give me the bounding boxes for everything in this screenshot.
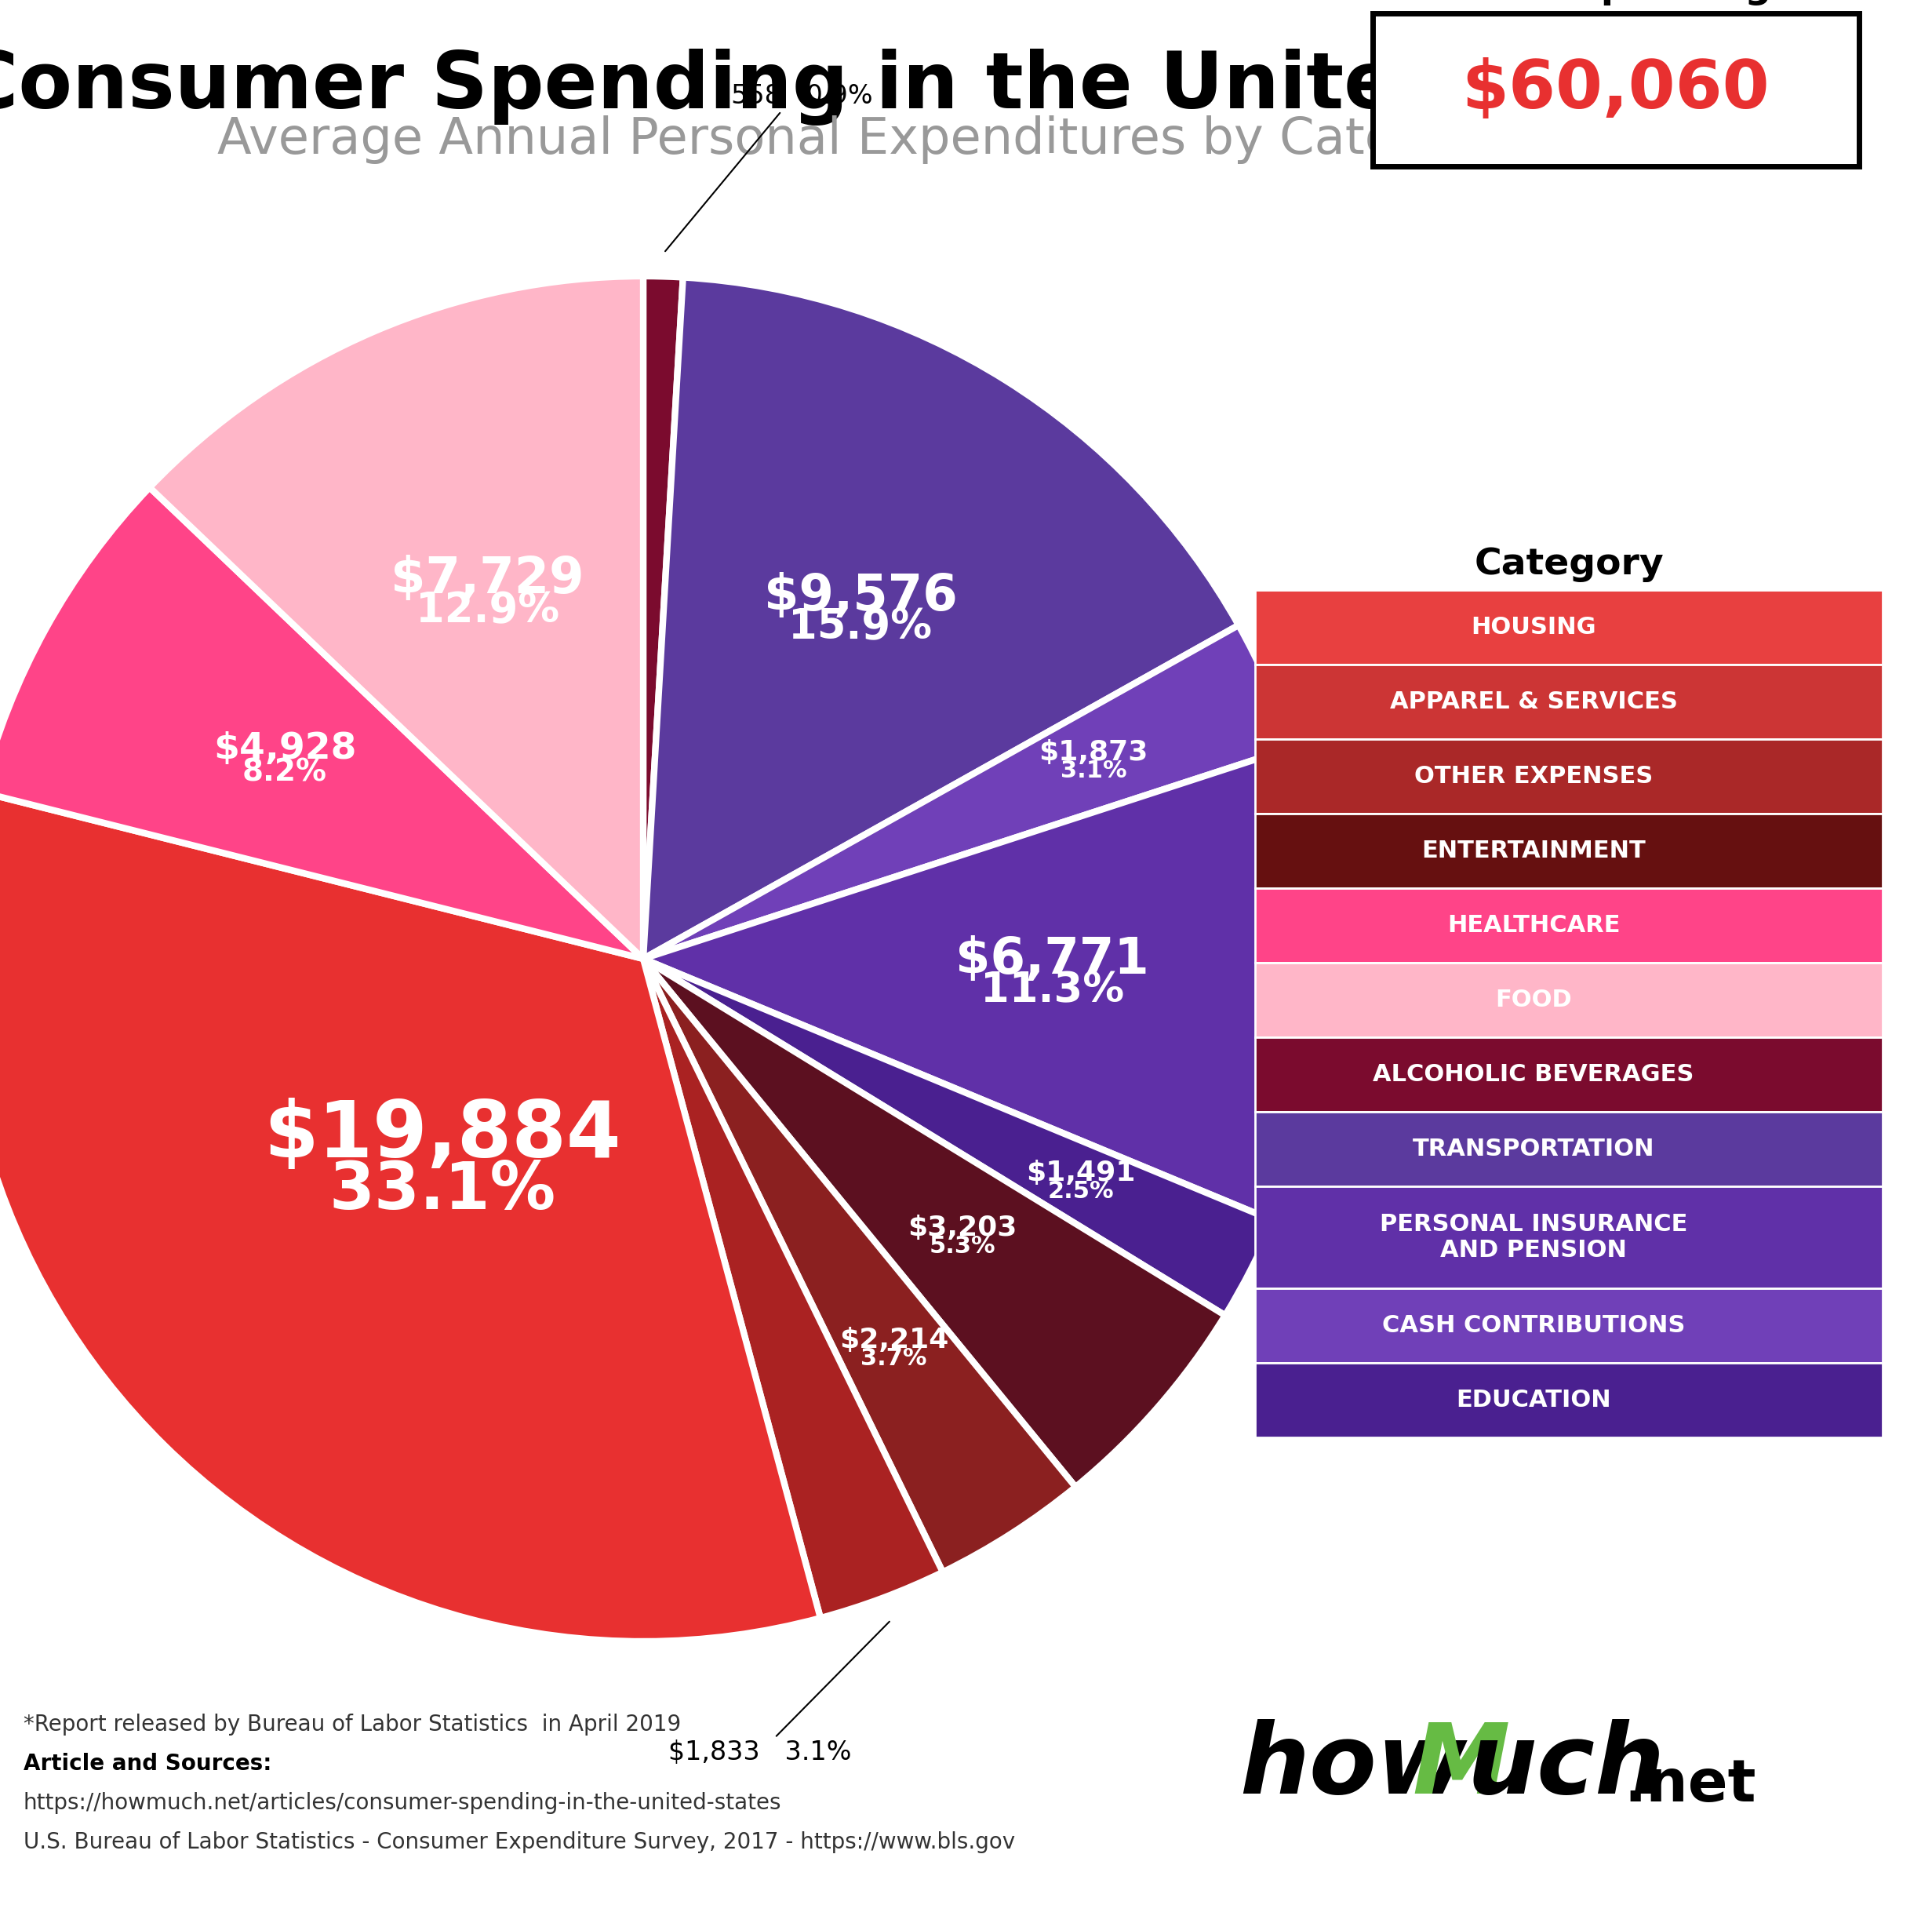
Wedge shape <box>0 487 643 958</box>
Text: ALCOHOLIC BEVERAGES: ALCOHOLIC BEVERAGES <box>1374 1063 1694 1086</box>
Text: HOUSING: HOUSING <box>1470 615 1596 638</box>
Text: U.S. Bureau of Labor Statistics - Consumer Expenditure Survey, 2017 - https://ww: U.S. Bureau of Labor Statistics - Consum… <box>23 1832 1014 1853</box>
Bar <box>1256 1288 1882 1362</box>
Text: 12.9%: 12.9% <box>415 590 560 630</box>
Text: 3.7%: 3.7% <box>860 1347 927 1370</box>
Text: 15.9%: 15.9% <box>788 607 933 648</box>
Text: $1,833   3.1%: $1,833 3.1% <box>668 1621 889 1767</box>
Bar <box>1256 665 1882 740</box>
Text: $558   0.9%: $558 0.9% <box>665 82 873 251</box>
Text: $2,214: $2,214 <box>838 1326 949 1353</box>
Text: FOOD: FOOD <box>1495 989 1573 1012</box>
Text: APPAREL & SERVICES: APPAREL & SERVICES <box>1389 690 1677 713</box>
Text: $3,203: $3,203 <box>908 1215 1016 1242</box>
Bar <box>1256 814 1882 889</box>
Wedge shape <box>643 276 684 958</box>
Text: TRANSPORTATION: TRANSPORTATION <box>1412 1138 1654 1161</box>
Text: Consumer Spending in the United States: Consumer Spending in the United States <box>0 48 1766 126</box>
Text: PERSONAL INSURANCE
AND PENSION: PERSONAL INSURANCE AND PENSION <box>1379 1213 1687 1263</box>
Text: HEALTHCARE: HEALTHCARE <box>1447 914 1621 937</box>
Bar <box>1256 889 1882 962</box>
Wedge shape <box>643 278 1238 958</box>
Text: Average Annual Personal Expenditures by Category: Average Annual Personal Expenditures by … <box>218 115 1509 165</box>
Bar <box>1256 1362 1882 1437</box>
Text: Article and Sources:: Article and Sources: <box>23 1753 272 1774</box>
Text: Total Spending: Total Spending <box>1461 0 1772 6</box>
Bar <box>1256 1111 1882 1186</box>
Text: .net: .net <box>1623 1757 1756 1814</box>
Text: 3.1%: 3.1% <box>1061 761 1126 782</box>
Wedge shape <box>0 791 821 1642</box>
Text: $60,060: $60,060 <box>1463 57 1770 123</box>
Text: $6,771: $6,771 <box>956 935 1150 983</box>
Text: $1,491: $1,491 <box>1026 1159 1136 1186</box>
Text: OTHER EXPENSES: OTHER EXPENSES <box>1414 764 1654 787</box>
Bar <box>1256 1037 1882 1111</box>
Wedge shape <box>643 625 1293 958</box>
Text: CASH CONTRIBUTIONS: CASH CONTRIBUTIONS <box>1381 1314 1685 1337</box>
Bar <box>1374 13 1859 167</box>
Text: 11.3%: 11.3% <box>981 969 1124 1012</box>
Wedge shape <box>643 958 1225 1487</box>
Text: 33.1%: 33.1% <box>328 1159 556 1222</box>
Wedge shape <box>643 958 1273 1316</box>
Wedge shape <box>149 276 643 958</box>
Text: uch: uch <box>1466 1719 1665 1814</box>
Bar <box>1256 740 1882 814</box>
Text: M: M <box>1412 1719 1509 1814</box>
Text: how: how <box>1238 1719 1466 1814</box>
Wedge shape <box>643 958 943 1617</box>
Wedge shape <box>643 747 1325 1220</box>
Text: ENTERTAINMENT: ENTERTAINMENT <box>1422 839 1646 862</box>
Text: $19,884: $19,884 <box>263 1098 620 1175</box>
Text: 5.3%: 5.3% <box>929 1236 995 1257</box>
Text: $4,928: $4,928 <box>213 732 355 766</box>
Text: *Report released by Bureau of Labor Statistics  in April 2019: *Report released by Bureau of Labor Stat… <box>23 1713 682 1736</box>
Text: EDUCATION: EDUCATION <box>1457 1389 1611 1412</box>
Text: $7,729: $7,729 <box>390 556 583 604</box>
Bar <box>1256 1186 1882 1288</box>
Wedge shape <box>643 958 1076 1573</box>
Bar <box>1256 962 1882 1037</box>
Text: 8.2%: 8.2% <box>242 757 327 787</box>
Bar <box>1256 590 1882 665</box>
Text: $1,873: $1,873 <box>1039 740 1148 766</box>
Text: https://howmuch.net/articles/consumer-spending-in-the-united-states: https://howmuch.net/articles/consumer-sp… <box>23 1791 782 1814</box>
Text: $9,576: $9,576 <box>763 571 956 621</box>
Text: Category: Category <box>1474 546 1663 582</box>
Text: 2.5%: 2.5% <box>1047 1180 1115 1203</box>
